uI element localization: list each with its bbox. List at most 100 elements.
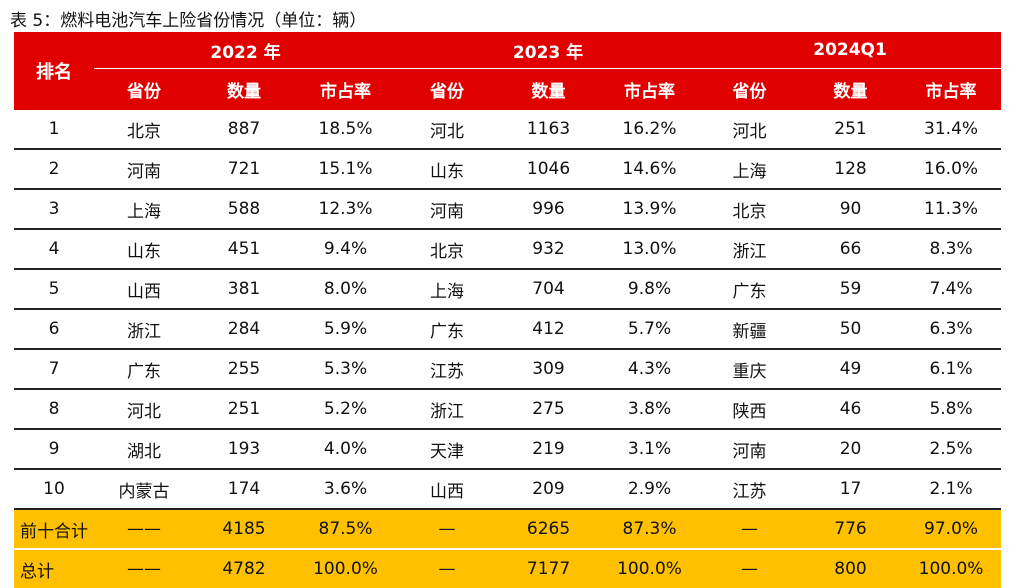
table-row: 9 湖北 193 4.0% 天津 219 3.1% 河南 20 2.5% [14, 429, 1002, 470]
province-cell: — [397, 549, 498, 588]
rank-cell: 9 [14, 429, 94, 470]
count-cell: 59 [800, 269, 902, 310]
rank-cell: 7 [14, 349, 94, 390]
count-cell: 7177 [497, 549, 601, 588]
province-cell: 河北 [397, 110, 498, 150]
share-cell: 3.1% [600, 429, 700, 470]
header-row-columns: 省份 数量 市占率 省份 数量 市占率 省份 数量 市占率 [14, 68, 1002, 110]
count-cell: 1046 [497, 149, 601, 190]
share-cell: 8.0% [294, 269, 398, 310]
share-cell: 9.8% [600, 269, 700, 310]
rank-cell: 10 [14, 469, 94, 510]
province-cell: —— [94, 509, 194, 550]
total-label: 前十合计 [14, 509, 94, 550]
province-cell: 北京 [94, 110, 194, 150]
count-cell: 17 [800, 469, 902, 510]
table-totals: 前十合计 —— 4185 87.5% —6265 87.3% —776 97.0% 总计 —— 47… [14, 509, 1002, 588]
share-cell: 97.0% [901, 509, 1002, 550]
province-cell: 湖北 [94, 429, 194, 470]
count-cell: 800 [800, 549, 902, 588]
rank-cell: 1 [14, 110, 94, 150]
share-cell: 2.1% [901, 469, 1002, 510]
province-cell: 浙江 [699, 229, 801, 270]
col-share: 市占率 [600, 68, 700, 110]
province-cell: 河北 [699, 110, 801, 150]
share-cell: 2.5% [901, 429, 1002, 470]
grand-total-row: 总计 —— 4782 100.0% —7177 100.0% —800 100.0% [14, 549, 1002, 588]
province-cell: 广东 [94, 349, 194, 390]
province-cell: 新疆 [699, 309, 801, 350]
share-cell: 3.6% [294, 469, 398, 510]
count-cell: 6265 [497, 509, 601, 550]
share-cell: 6.1% [901, 349, 1002, 390]
province-cell: 江苏 [699, 469, 801, 510]
province-cell: 浙江 [397, 389, 498, 430]
share-cell: 9.4% [294, 229, 398, 270]
province-cell: 北京 [699, 189, 801, 230]
count-cell: 50 [800, 309, 902, 350]
count-cell: 721 [194, 149, 294, 190]
share-cell: 15.1% [294, 149, 398, 190]
share-cell: 5.9% [294, 309, 398, 350]
share-cell: 5.3% [294, 349, 398, 390]
total-label: 总计 [14, 549, 94, 588]
table-row: 2 河南 721 15.1% 山东 1046 14.6% 上海 128 16.0% [14, 149, 1002, 190]
rank-cell: 4 [14, 229, 94, 270]
col-province: 省份 [397, 68, 498, 110]
province-cell: 山西 [94, 269, 194, 310]
share-cell: 8.3% [901, 229, 1002, 270]
col-count: 数量 [800, 68, 902, 110]
province-cell: 内蒙古 [94, 469, 194, 510]
province-cell: 江苏 [397, 349, 498, 390]
province-cell: —— [94, 549, 194, 588]
year-header-2022: 2022 年 [94, 32, 398, 69]
count-cell: 275 [497, 389, 601, 430]
province-cell: 上海 [699, 149, 801, 190]
table-row: 7 广东 255 5.3% 江苏 309 4.3% 重庆 49 6.1% [14, 349, 1002, 390]
count-cell: 451 [194, 229, 294, 270]
rank-cell: 3 [14, 189, 94, 230]
table-row: 3 上海 588 12.3% 河南 996 13.9% 北京 90 11.3% [14, 189, 1002, 230]
count-cell: 996 [497, 189, 601, 230]
province-cell: — [699, 509, 801, 550]
count-cell: 1163 [497, 110, 601, 150]
count-cell: 49 [800, 349, 902, 390]
table-row: 5 山西 381 8.0% 上海 704 9.8% 广东 59 7.4% [14, 269, 1002, 310]
count-cell: 209 [497, 469, 601, 510]
province-cell: 浙江 [94, 309, 194, 350]
count-cell: 776 [800, 509, 902, 550]
rank-cell: 5 [14, 269, 94, 310]
count-cell: 251 [800, 110, 902, 150]
header-row-years: 排名 2022 年 2023 年 2024Q1 [14, 32, 1002, 110]
share-cell: 6.3% [901, 309, 1002, 350]
province-cell: 上海 [397, 269, 498, 310]
province-cell: 河南 [397, 189, 498, 230]
count-cell: 588 [194, 189, 294, 230]
count-cell: 219 [497, 429, 601, 470]
year-header-2024q1: 2024Q1 [699, 32, 1002, 69]
share-cell: 5.2% [294, 389, 398, 430]
province-cell: 上海 [94, 189, 194, 230]
province-cell: 广东 [699, 269, 801, 310]
share-cell: 100.0% [294, 549, 398, 588]
rank-cell: 2 [14, 149, 94, 190]
count-cell: 932 [497, 229, 601, 270]
share-cell: 5.8% [901, 389, 1002, 430]
count-cell: 704 [497, 269, 601, 310]
table-row: 8 河北 251 5.2% 浙江 275 3.8% 陕西 46 5.8% [14, 389, 1002, 430]
count-cell: 90 [800, 189, 902, 230]
share-cell: 16.2% [600, 110, 700, 150]
share-cell: 31.4% [901, 110, 1002, 150]
share-cell: 14.6% [600, 149, 700, 190]
share-cell: 11.3% [901, 189, 1002, 230]
count-cell: 255 [194, 349, 294, 390]
count-cell: 20 [800, 429, 902, 470]
count-cell: 887 [194, 110, 294, 150]
count-cell: 128 [800, 149, 902, 190]
province-cell: 广东 [397, 309, 498, 350]
share-cell: 4.3% [600, 349, 700, 390]
col-share: 市占率 [294, 68, 398, 110]
province-cell: 河北 [94, 389, 194, 430]
share-cell: 87.3% [600, 509, 700, 550]
province-cell: 山东 [397, 149, 498, 190]
